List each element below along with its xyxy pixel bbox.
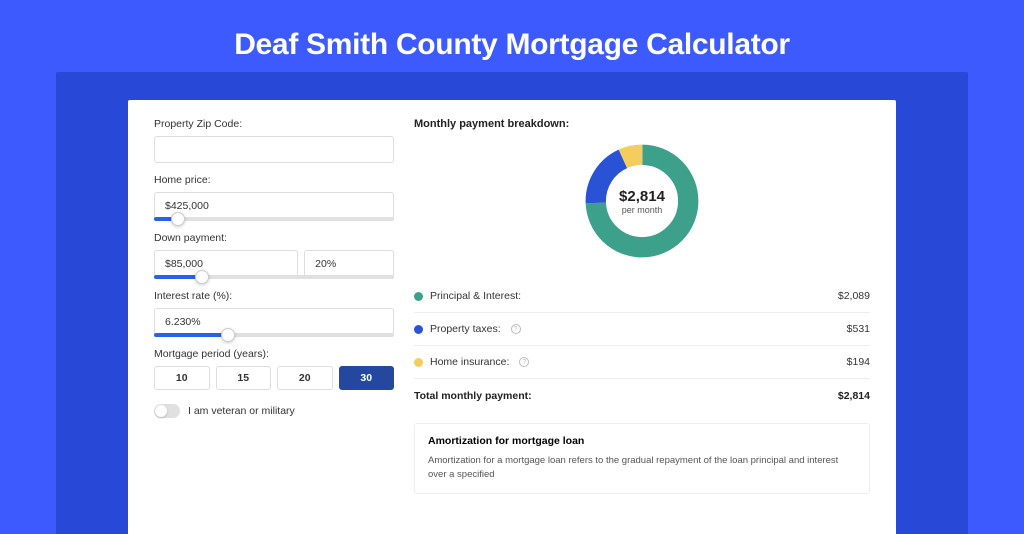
inner-band: Property Zip Code: Home price: Down paym… xyxy=(56,72,968,534)
legend-row: Property taxes:? $531 xyxy=(414,313,870,346)
amortization-card: Amortization for mortgage loan Amortizat… xyxy=(414,423,870,494)
field-down-payment: Down payment: xyxy=(154,232,394,279)
breakdown-column: Monthly payment breakdown: $2,814 per mo… xyxy=(414,118,870,494)
home-price-input[interactable] xyxy=(154,192,394,219)
info-icon[interactable]: ? xyxy=(511,324,521,334)
legend-row: Home insurance:? $194 xyxy=(414,346,870,378)
mortgage-period-label: Mortgage period (years): xyxy=(154,348,394,360)
amortization-title: Amortization for mortgage loan xyxy=(428,435,856,447)
mortgage-period-options: 10152030 xyxy=(154,366,394,390)
down-payment-slider[interactable] xyxy=(154,275,394,279)
breakdown-title: Monthly payment breakdown: xyxy=(414,118,870,130)
period-btn-15[interactable]: 15 xyxy=(216,366,272,390)
interest-rate-slider-thumb[interactable] xyxy=(221,328,235,342)
field-veteran: I am veteran or military xyxy=(154,404,394,418)
zip-input[interactable] xyxy=(154,136,394,163)
legend-value: $194 xyxy=(847,356,870,368)
legend: Principal & Interest: $2,089 Property taxe… xyxy=(414,280,870,378)
interest-rate-slider[interactable] xyxy=(154,333,394,337)
field-zip: Property Zip Code: xyxy=(154,118,394,163)
period-btn-10[interactable]: 10 xyxy=(154,366,210,390)
donut-chart-wrap: $2,814 per month xyxy=(414,140,870,262)
zip-label: Property Zip Code: xyxy=(154,118,394,130)
amortization-body: Amortization for a mortgage loan refers … xyxy=(428,454,856,482)
donut-sub: per month xyxy=(622,205,663,215)
legend-dot xyxy=(414,292,423,301)
home-price-label: Home price: xyxy=(154,174,394,186)
donut-chart: $2,814 per month xyxy=(581,140,703,262)
donut-amount: $2,814 xyxy=(619,188,665,205)
total-row: Total monthly payment: $2,814 xyxy=(414,378,870,415)
interest-rate-label: Interest rate (%): xyxy=(154,290,394,302)
veteran-toggle[interactable] xyxy=(154,404,180,418)
interest-rate-input[interactable] xyxy=(154,308,394,335)
legend-label: Home insurance: xyxy=(430,356,509,368)
field-mortgage-period: Mortgage period (years): 10152030 xyxy=(154,348,394,390)
interest-rate-slider-fill xyxy=(154,333,228,337)
info-icon[interactable]: ? xyxy=(519,357,529,367)
home-price-slider[interactable] xyxy=(154,217,394,221)
down-payment-slider-thumb[interactable] xyxy=(195,270,209,284)
home-price-slider-thumb[interactable] xyxy=(171,212,185,226)
field-interest-rate: Interest rate (%): xyxy=(154,290,394,337)
donut-center: $2,814 per month xyxy=(581,140,703,262)
veteran-label: I am veteran or military xyxy=(188,405,295,417)
calculator-card: Property Zip Code: Home price: Down paym… xyxy=(128,100,896,534)
form-column: Property Zip Code: Home price: Down paym… xyxy=(154,118,394,494)
legend-value: $531 xyxy=(847,323,870,335)
legend-label: Principal & Interest: xyxy=(430,290,521,302)
legend-dot xyxy=(414,325,423,334)
down-payment-pct-input[interactable] xyxy=(304,250,394,277)
period-btn-30[interactable]: 30 xyxy=(339,366,395,390)
field-home-price: Home price: xyxy=(154,174,394,221)
legend-label: Property taxes: xyxy=(430,323,501,335)
period-btn-20[interactable]: 20 xyxy=(277,366,333,390)
legend-value: $2,089 xyxy=(838,290,870,302)
legend-dot xyxy=(414,358,423,367)
total-label: Total monthly payment: xyxy=(414,390,532,402)
down-payment-input[interactable] xyxy=(154,250,298,277)
total-value: $2,814 xyxy=(838,390,870,402)
legend-row: Principal & Interest: $2,089 xyxy=(414,280,870,313)
down-payment-label: Down payment: xyxy=(154,232,394,244)
page-title: Deaf Smith County Mortgage Calculator xyxy=(0,0,1024,72)
